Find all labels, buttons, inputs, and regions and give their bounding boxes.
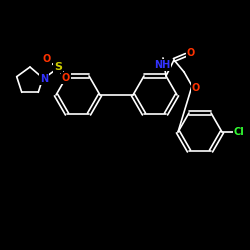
Text: Cl: Cl [234, 127, 244, 137]
Text: O: O [62, 73, 70, 83]
Text: O: O [43, 54, 51, 64]
Text: NH: NH [154, 60, 170, 70]
Text: O: O [187, 48, 195, 58]
Text: O: O [192, 83, 200, 93]
Text: S: S [54, 62, 62, 72]
Text: N: N [40, 74, 48, 84]
